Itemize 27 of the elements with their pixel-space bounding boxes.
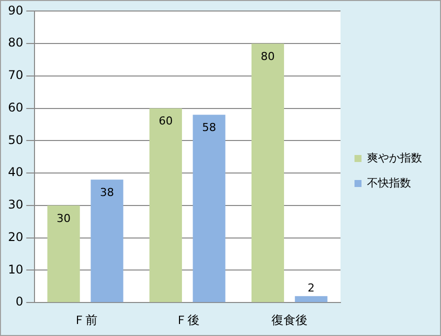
x-tick-label: Ｆ前 [73, 312, 98, 327]
data-label: 2 [308, 281, 315, 294]
legend-label: 不快指数 [367, 176, 411, 190]
x-tick-label: Ｆ後 [175, 312, 200, 327]
bar [294, 296, 328, 302]
y-tick-label: 60 [8, 100, 24, 114]
y-tick-label: 40 [8, 165, 24, 180]
data-label: 38 [100, 186, 114, 199]
x-tick-label: 復食後 [271, 312, 308, 327]
y-tick-label: 10 [8, 262, 24, 276]
data-label: 58 [202, 121, 216, 134]
y-tick-label: 70 [8, 68, 24, 82]
bar [47, 205, 80, 302]
y-tick-label: 30 [8, 198, 24, 212]
data-label: 80 [260, 50, 275, 63]
y-tick-label: 90 [8, 3, 24, 18]
y-tick-label: 20 [8, 230, 24, 244]
bar [252, 44, 284, 302]
y-tick-label: 80 [8, 36, 24, 50]
bar [90, 180, 124, 302]
legend-label: 爽やか指数 [367, 151, 422, 164]
data-label: 30 [56, 212, 71, 225]
y-tick-label: 50 [8, 132, 24, 147]
data-label: 60 [158, 114, 173, 128]
bar [192, 114, 226, 302]
y-tick-label: 0 [16, 294, 24, 309]
bar [149, 108, 182, 302]
